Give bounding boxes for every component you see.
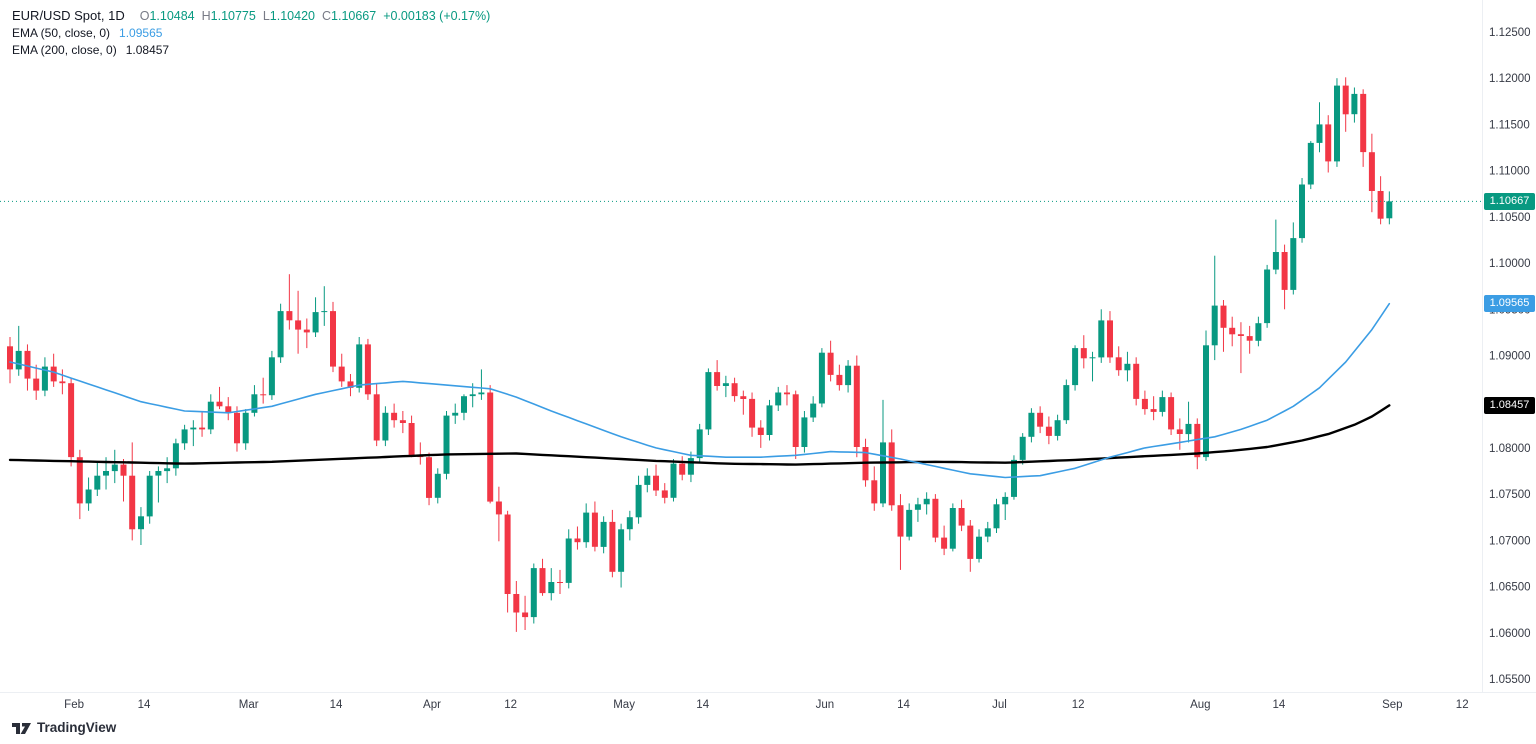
svg-text:1.09000: 1.09000 [1489, 351, 1531, 363]
ema200-label: EMA (200, close, 0) [12, 43, 117, 57]
svg-text:May: May [613, 699, 635, 711]
last-price-badge: 1.10667 [1484, 192, 1535, 210]
symbol-title[interactable]: EUR/USD Spot, 1D [12, 8, 125, 23]
svg-text:1.10500: 1.10500 [1489, 212, 1531, 224]
svg-text:12: 12 [1072, 699, 1085, 711]
svg-text:Feb: Feb [64, 699, 84, 711]
ema200-line[interactable] [8, 404, 1391, 466]
ohlc-close-label: C [321, 9, 332, 23]
svg-text:12: 12 [504, 699, 517, 711]
svg-text:1.06500: 1.06500 [1489, 582, 1531, 594]
ohlc-open-label: O [139, 9, 150, 23]
candlestick-series[interactable] [7, 77, 1393, 632]
svg-text:14: 14 [138, 699, 151, 711]
ohlc-low-label: L [262, 9, 270, 23]
svg-text:Sep: Sep [1382, 699, 1402, 711]
svg-text:Jul: Jul [992, 699, 1007, 711]
svg-text:Mar: Mar [239, 699, 259, 711]
tradingview-logo[interactable]: TradingView [11, 720, 116, 735]
svg-text:Jun: Jun [816, 699, 835, 711]
svg-text:1.07000: 1.07000 [1489, 535, 1531, 547]
chart-frame [0, 0, 1536, 693]
svg-text:12: 12 [1456, 699, 1469, 711]
svg-text:1.11000: 1.11000 [1489, 166, 1530, 178]
ema200-legend-row[interactable]: EMA (200, close, 0) 1.08457 [12, 41, 490, 58]
ohlc-high-value: 1.10775 [210, 9, 256, 23]
ohlc-low-value: 1.10420 [269, 9, 315, 23]
svg-text:1.08000: 1.08000 [1489, 443, 1531, 455]
ohlc-high-label: H [201, 9, 211, 23]
svg-text:1.05500: 1.05500 [1489, 674, 1531, 686]
tradingview-logo-icon [12, 723, 31, 734]
legend-panel: EUR/USD Spot, 1D O1.10484 H1.10775 L1.10420… [12, 7, 490, 58]
svg-text:Aug: Aug [1190, 699, 1210, 711]
ema50-legend-row[interactable]: EMA (50, close, 0) 1.09565 [12, 24, 490, 41]
ohlc-open-value: 1.10484 [149, 9, 195, 23]
time-axis[interactable]: Feb 14 Mar 14 Apr 12 May 14 Jun 14 Jul 12 Aug 14 Sep 12 [64, 699, 1468, 711]
change-value: +0.00183 (+0.17%) [383, 9, 491, 23]
svg-text:1.06000: 1.06000 [1489, 628, 1531, 640]
tradingview-logo-text: TradingView [37, 720, 117, 735]
svg-text:14: 14 [696, 699, 709, 711]
ema200-value: 1.08457 [125, 43, 170, 57]
symbol-legend-row[interactable]: EUR/USD Spot, 1D O1.10484 H1.10775 L1.10420… [12, 7, 490, 24]
ema50-value: 1.09565 [119, 26, 163, 40]
svg-text:1.12500: 1.12500 [1489, 27, 1531, 39]
price-axis[interactable]: 1.12500 1.12000 1.11500 1.11000 1.10500 1.100… [1489, 27, 1531, 686]
ema50-line[interactable] [9, 302, 1391, 479]
svg-text:1.10000: 1.10000 [1489, 258, 1531, 270]
ema50-price-badge: 1.09565 [1484, 294, 1535, 312]
svg-text:1.07500: 1.07500 [1489, 489, 1531, 501]
ema200-price-badge: 1.08457 [1484, 397, 1535, 415]
svg-text:1.12000: 1.12000 [1489, 73, 1531, 85]
svg-text:14: 14 [897, 699, 910, 711]
svg-text:14: 14 [330, 699, 343, 711]
svg-text:14: 14 [1273, 699, 1286, 711]
svg-text:Apr: Apr [423, 699, 441, 711]
ema50-label: EMA (50, close, 0) [12, 26, 111, 40]
ohlc-close-value: 1.10667 [331, 9, 377, 23]
svg-text:1.11500: 1.11500 [1489, 119, 1530, 131]
